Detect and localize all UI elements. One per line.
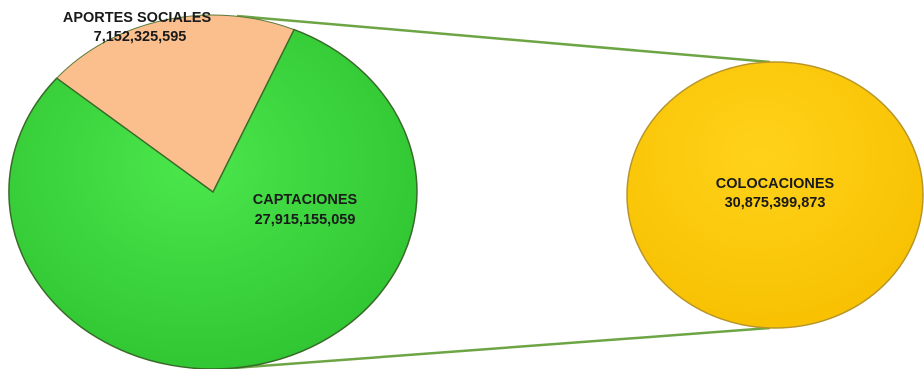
value-aportes-sociales: 7,152,325,595 (94, 29, 187, 45)
label-captaciones: CAPTACIONES (253, 192, 358, 208)
value-colocaciones: 30,875,399,873 (725, 195, 826, 211)
label-aportes-sociales: APORTES SOCIALES (63, 10, 212, 26)
value-captaciones: 27,915,155,059 (255, 212, 356, 228)
label-colocaciones: COLOCACIONES (716, 176, 835, 192)
connector-line-top (236, 14, 771, 64)
connector-line-bottom (233, 326, 771, 369)
pie-slice-captaciones (8, 28, 418, 369)
pie-slice-colocaciones (626, 61, 924, 329)
